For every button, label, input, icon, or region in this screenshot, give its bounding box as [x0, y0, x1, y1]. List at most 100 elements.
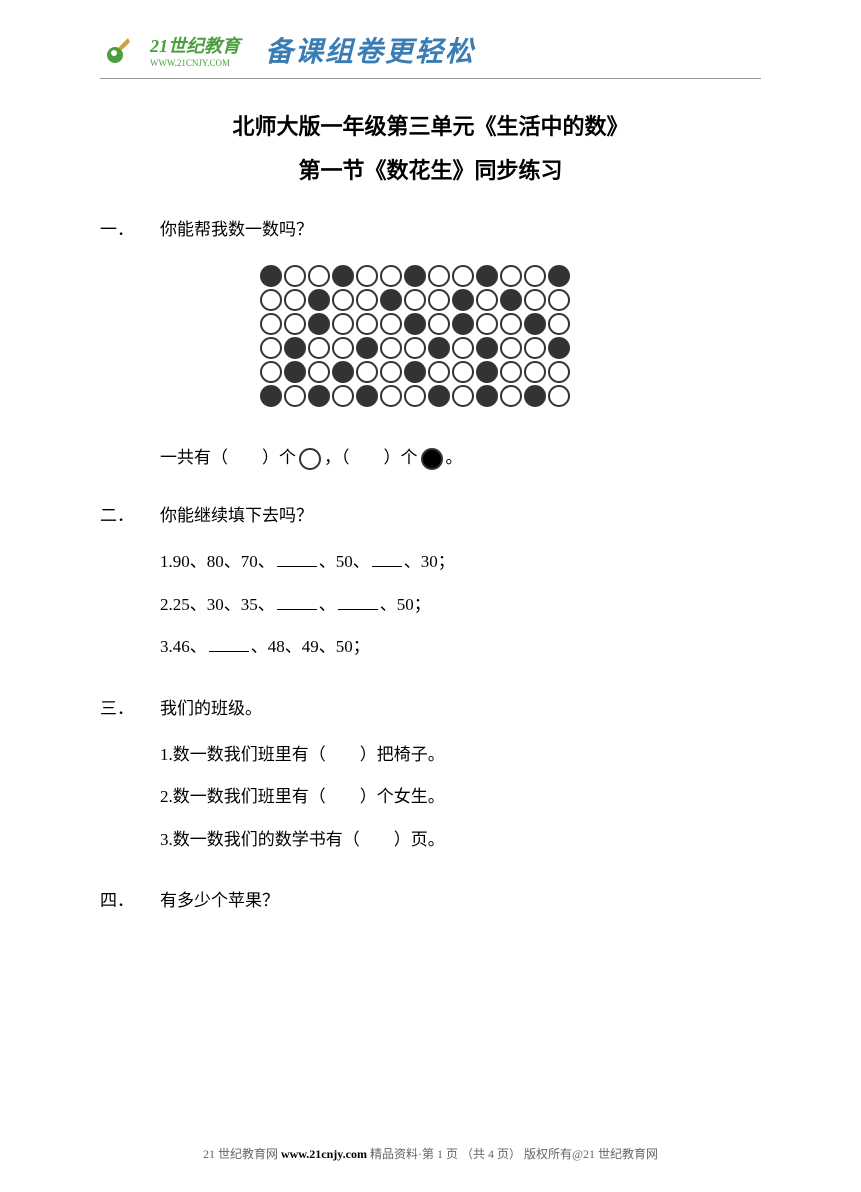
blank — [277, 609, 317, 610]
empty-circle — [548, 289, 570, 311]
empty-circle — [380, 361, 402, 383]
empty-circle — [308, 337, 330, 359]
document-title: 北师大版一年级第三单元《生活中的数》 — [100, 109, 761, 141]
empty-circle — [548, 385, 570, 407]
empty-circle-icon — [299, 448, 321, 470]
empty-circle — [476, 289, 498, 311]
empty-circle — [356, 361, 378, 383]
section-num: 一． — [100, 215, 160, 240]
section-title: 有多少个苹果？ — [160, 886, 761, 911]
empty-circle — [500, 313, 522, 335]
footer-url: www.21cnjy.com — [281, 1147, 367, 1161]
empty-circle — [332, 385, 354, 407]
empty-circle — [332, 337, 354, 359]
filled-circle — [308, 313, 330, 335]
filled-circle — [548, 337, 570, 359]
empty-circle — [500, 337, 522, 359]
empty-circle — [524, 337, 546, 359]
empty-circle — [284, 313, 306, 335]
empty-circle — [524, 289, 546, 311]
filled-circle — [356, 385, 378, 407]
empty-circle — [548, 313, 570, 335]
section-two: 二． 你能继续填下去吗？ 1.90、80、70、、50、、30； 2.25、30… — [100, 501, 761, 669]
filled-circle — [356, 337, 378, 359]
section-num: 三． — [100, 694, 160, 719]
empty-circle — [404, 337, 426, 359]
filled-circle — [308, 289, 330, 311]
filled-circle — [452, 313, 474, 335]
empty-circle — [332, 313, 354, 335]
blank — [209, 651, 249, 652]
empty-circle — [260, 337, 282, 359]
filled-circle — [260, 265, 282, 287]
empty-circle — [428, 313, 450, 335]
brand-main: 21世纪教育 — [150, 32, 240, 58]
empty-circle — [452, 361, 474, 383]
circle-row — [260, 313, 570, 335]
page-header: 21世纪教育 WWW.21CNJY.COM 备课组卷更轻松 — [100, 30, 761, 79]
empty-circle — [308, 265, 330, 287]
filled-circle — [404, 313, 426, 335]
sub-item: 1.90、80、70、、50、、30； — [160, 541, 761, 584]
blank — [277, 566, 317, 567]
empty-circle — [452, 265, 474, 287]
brand-sub: WWW.21CNJY.COM — [150, 58, 240, 68]
sub-item: 3.数一数我们的数学书有（ ）页。 — [160, 819, 761, 862]
sub-item: 3.46、、48、49、50； — [160, 626, 761, 669]
section-header: 一． 你能帮我数一数吗？ — [100, 215, 761, 240]
section-three: 三． 我们的班级。 1.数一数我们班里有（ ）把椅子。 2.数一数我们班里有（ … — [100, 694, 761, 862]
filled-circle — [524, 313, 546, 335]
circles-diagram — [250, 255, 580, 419]
empty-circle — [452, 337, 474, 359]
circle-row — [260, 289, 570, 311]
empty-circle — [428, 289, 450, 311]
filled-circle — [284, 337, 306, 359]
empty-circle — [500, 361, 522, 383]
section-num: 四． — [100, 886, 160, 911]
sub-item: 2.数一数我们班里有（ ）个女生。 — [160, 776, 761, 819]
sub-item: 2.25、30、35、、、50； — [160, 584, 761, 627]
section-header: 二． 你能继续填下去吗？ — [100, 501, 761, 526]
section-title: 我们的班级。 — [160, 694, 761, 719]
empty-circle — [380, 385, 402, 407]
section-header: 四． 有多少个苹果？ — [100, 886, 761, 911]
empty-circle — [260, 361, 282, 383]
circle-row — [260, 265, 570, 287]
empty-circle — [524, 265, 546, 287]
empty-circle — [452, 385, 474, 407]
filled-circle — [476, 265, 498, 287]
empty-circle — [356, 313, 378, 335]
filled-circle — [284, 361, 306, 383]
filled-circle — [500, 289, 522, 311]
empty-circle — [476, 313, 498, 335]
question-one-text: 一共有（ ）个，（ ）个。 — [160, 439, 761, 476]
section-title: 你能帮我数一数吗？ — [160, 215, 761, 240]
logo-icon — [100, 30, 140, 70]
brand-text: 21世纪教育 WWW.21CNJY.COM — [150, 32, 240, 68]
empty-circle — [500, 265, 522, 287]
circle-row — [260, 337, 570, 359]
filled-circle — [476, 385, 498, 407]
filled-circle — [404, 361, 426, 383]
circle-row — [260, 361, 570, 383]
empty-circle — [284, 265, 306, 287]
page-footer: 21 世纪教育网 www.21cnjy.com 精品资料·第 1 页 （共 4 … — [0, 1145, 861, 1162]
empty-circle — [404, 385, 426, 407]
empty-circle — [548, 361, 570, 383]
empty-circle — [428, 361, 450, 383]
filled-circle — [476, 361, 498, 383]
section-title: 你能继续填下去吗？ — [160, 501, 761, 526]
empty-circle — [260, 313, 282, 335]
filled-circle — [524, 385, 546, 407]
filled-circle — [428, 337, 450, 359]
filled-circle — [332, 361, 354, 383]
section-four: 四． 有多少个苹果？ — [100, 886, 761, 911]
empty-circle — [380, 313, 402, 335]
empty-circle — [356, 289, 378, 311]
empty-circle — [380, 265, 402, 287]
empty-circle — [380, 337, 402, 359]
blank — [372, 566, 402, 567]
empty-circle — [332, 289, 354, 311]
slogan: 备课组卷更轻松 — [265, 30, 475, 70]
empty-circle — [356, 265, 378, 287]
